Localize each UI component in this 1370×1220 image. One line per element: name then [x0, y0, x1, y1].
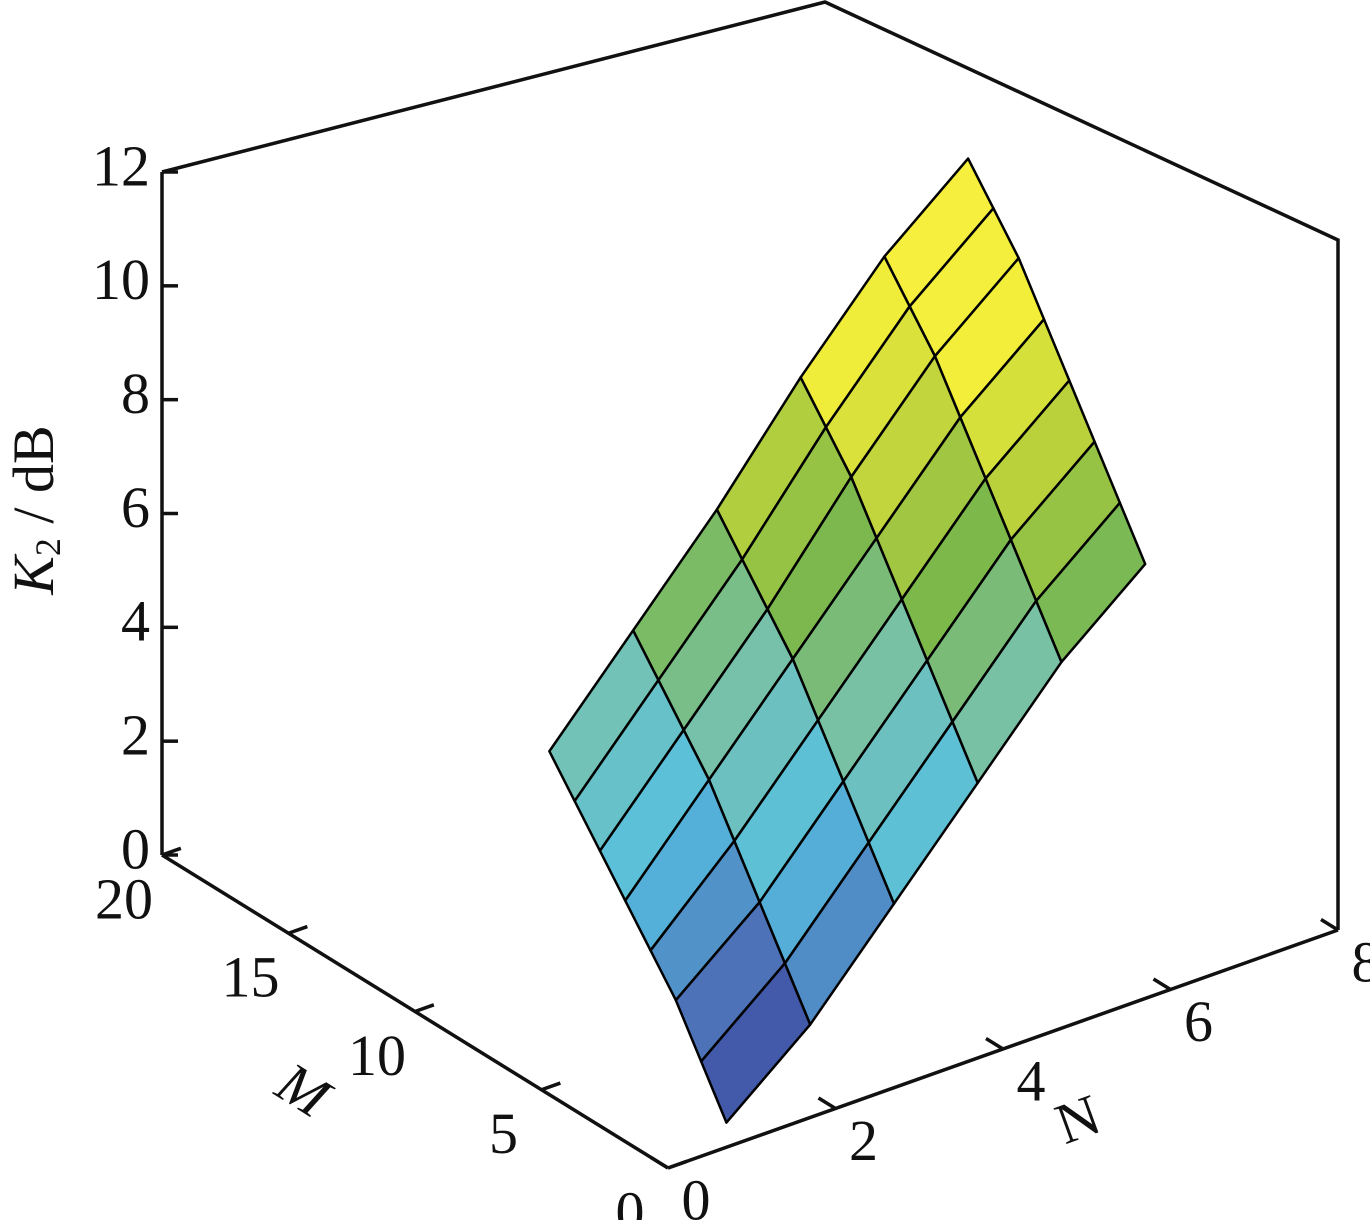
z-tick-label: 10 [92, 247, 150, 312]
m-axis-label: M [265, 1049, 344, 1132]
n-tick-label: 0 [682, 1167, 711, 1220]
n-tick-label: 4 [1017, 1048, 1046, 1113]
surface [548, 157, 1147, 1124]
m-tick-label: 10 [348, 1023, 406, 1088]
z-tick-label: 12 [92, 133, 150, 198]
z-label-symbol: K [1, 553, 66, 596]
surface-cell [699, 962, 812, 1124]
n-tick [985, 1036, 1004, 1051]
z-tick-label: 4 [121, 589, 150, 654]
n-tick [817, 1096, 837, 1110]
z-label-subscript: 2 [28, 538, 68, 556]
m-tick-label: 15 [222, 945, 280, 1010]
z-tick-label: 0 [121, 816, 150, 881]
n-tick-label: 2 [849, 1108, 878, 1173]
m-tick [540, 1081, 561, 1092]
m-tick [414, 1003, 435, 1014]
n-axis-label: N [1047, 1081, 1109, 1156]
n-tick [650, 1155, 669, 1170]
m-tick-label: 20 [95, 866, 153, 931]
n-tick-label: 8 [1352, 929, 1370, 994]
n-tick [1152, 977, 1172, 991]
z-tick-label: 8 [121, 361, 150, 426]
m-tick-label: 0 [616, 1179, 645, 1220]
n-tick [1320, 917, 1339, 932]
m-tick [287, 924, 308, 935]
z-label-unit: / dB [1, 425, 66, 538]
n-tick-label: 6 [1184, 989, 1213, 1054]
z-axis-label: K2 / dB [1, 425, 68, 596]
m-tick-label: 5 [489, 1101, 518, 1166]
box-edge [161, 0, 1340, 930]
m-tick [161, 846, 182, 857]
z-tick-label: 6 [121, 475, 150, 540]
m-tick [667, 1159, 688, 1170]
z-tick-label: 2 [121, 702, 150, 767]
